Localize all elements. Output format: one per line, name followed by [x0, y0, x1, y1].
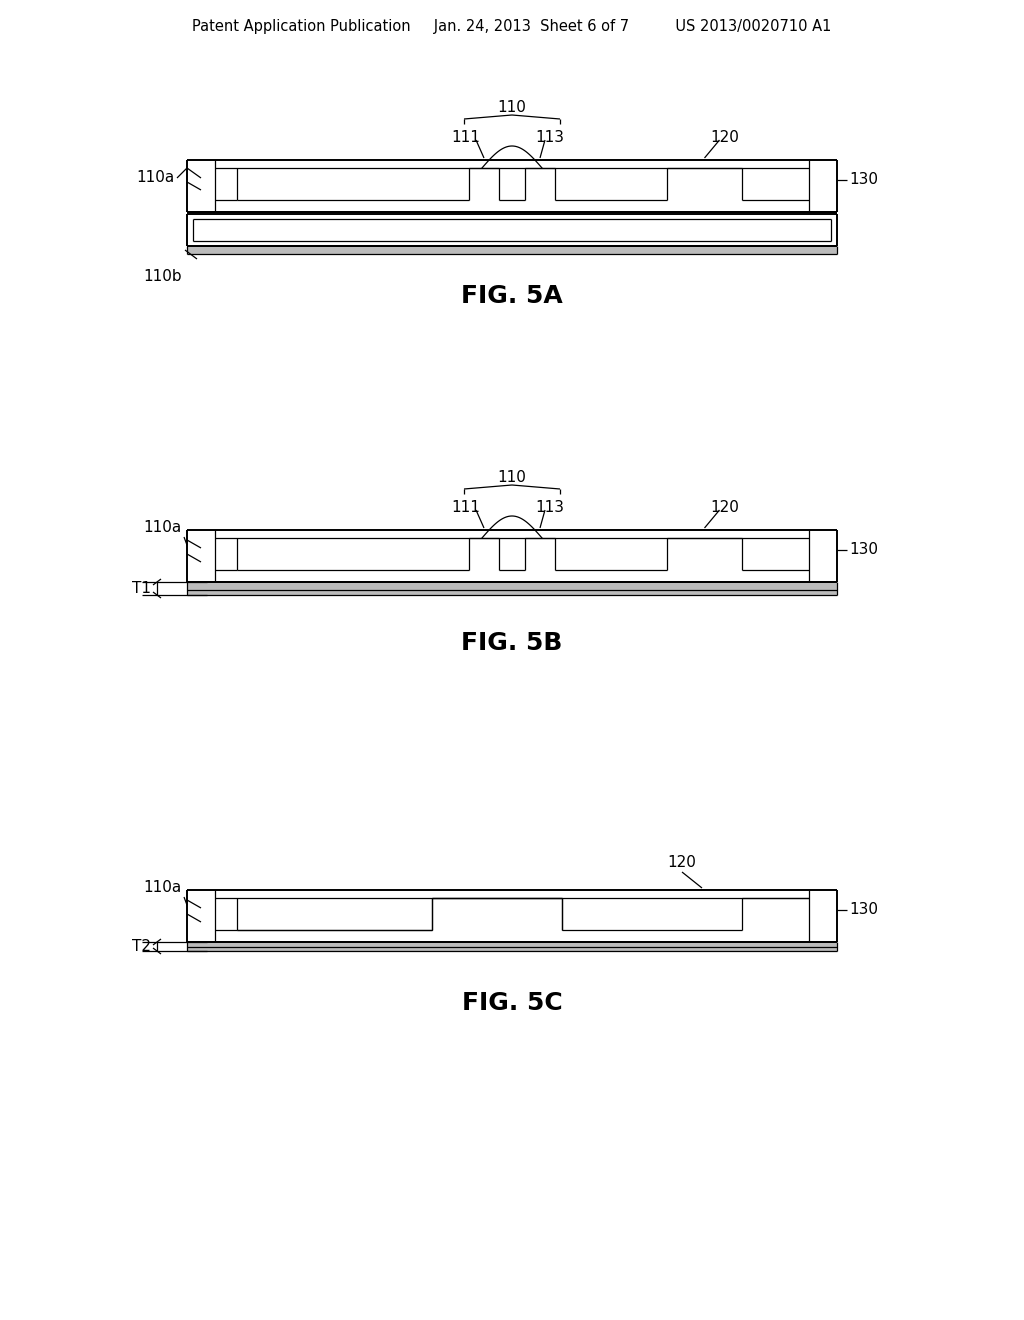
Text: 130: 130: [849, 903, 878, 917]
Text: FIG. 5A: FIG. 5A: [461, 284, 563, 308]
Bar: [187, 582, 837, 595]
Text: 110a: 110a: [143, 880, 182, 895]
Text: FIG. 5C: FIG. 5C: [462, 991, 562, 1015]
Text: 120: 120: [668, 855, 696, 870]
Text: 130: 130: [849, 173, 878, 187]
Text: FIG. 5B: FIG. 5B: [462, 631, 562, 655]
Text: Patent Application Publication     Jan. 24, 2013  Sheet 6 of 7          US 2013/: Patent Application Publication Jan. 24, …: [193, 20, 831, 34]
Text: 110b: 110b: [143, 269, 182, 284]
Text: 113: 113: [536, 500, 564, 516]
Bar: [187, 942, 837, 950]
Text: 113: 113: [536, 131, 564, 145]
Bar: [187, 246, 837, 253]
Text: 111: 111: [452, 131, 480, 145]
Text: 120: 120: [710, 131, 739, 145]
Text: 110: 110: [498, 470, 526, 486]
Text: 110a: 110a: [137, 170, 175, 186]
Text: 110: 110: [498, 100, 526, 116]
Text: T1: T1: [132, 581, 151, 597]
Text: 110a: 110a: [143, 520, 182, 535]
Text: 111: 111: [452, 500, 480, 516]
Text: 130: 130: [849, 543, 878, 557]
Text: 120: 120: [710, 500, 739, 516]
Text: T2: T2: [132, 939, 151, 954]
